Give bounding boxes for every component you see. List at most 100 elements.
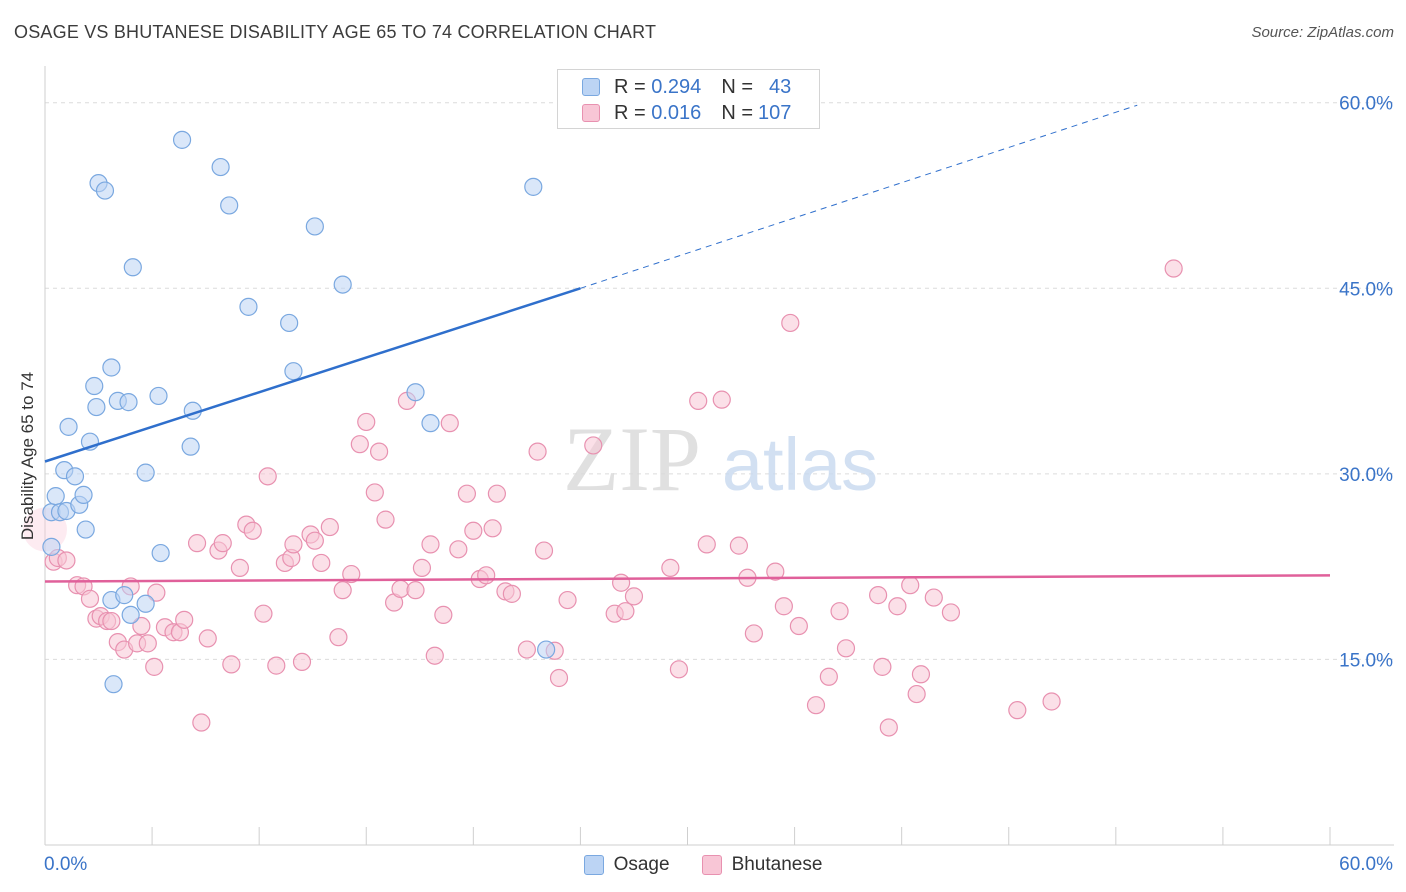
osage-n-value: 43: [769, 75, 792, 98]
bhutanese-point-69: [528, 442, 547, 461]
bhutanese-point-90: [789, 616, 808, 636]
bhutanese-point-14: [132, 616, 151, 636]
osage-point-20: [115, 586, 134, 605]
osage-point-36: [305, 217, 324, 236]
bhutanese-point-9: [102, 611, 121, 631]
bhutanese-point-17: [147, 583, 166, 602]
axes: [44, 66, 1394, 846]
bhutanese-point-2: [57, 551, 76, 570]
bhutanese-point-55: [421, 535, 440, 554]
bhutanese-point-94: [836, 639, 856, 658]
bhutanese-point-49: [376, 510, 395, 529]
bhutanese-point-97: [879, 718, 898, 737]
bhutanese-point-101: [911, 665, 931, 684]
bhutanese-point-81: [689, 391, 708, 410]
bhutanese-point-100: [907, 684, 926, 704]
bhutanese-point-44: [342, 564, 361, 584]
bhutanese-point-47: [365, 483, 384, 502]
osage-point-37: [333, 275, 352, 294]
bhutanese-point-106: [1164, 259, 1183, 278]
bhutanese-point-36: [284, 535, 303, 554]
bhutanese-point-67: [502, 584, 521, 603]
bhutanese-point-103: [941, 603, 961, 622]
osage-point-7: [65, 467, 85, 486]
osage-point-35: [284, 362, 303, 381]
osage-point-13: [87, 397, 106, 417]
bhutanese-point-76: [612, 573, 631, 592]
bhutanese-point-86: [744, 624, 763, 643]
osage-trend-line: [44, 287, 581, 463]
legend-item-osage[interactable]: Osage: [583, 854, 670, 876]
osage-point-12: [85, 376, 104, 396]
osage-point-25: [136, 463, 155, 482]
bhutanese-point-40: [312, 553, 331, 573]
bhutanese-point-82: [697, 535, 716, 554]
osage-point-27: [151, 543, 170, 563]
bhutanese-point-59: [449, 540, 468, 559]
legend-row-osage: R = 0.294 N = 43: [582, 75, 791, 99]
series-legend: Osage Bhutanese: [0, 852, 1406, 878]
bhutanese-point-105: [1042, 692, 1061, 711]
bhutanese-point-102: [924, 588, 943, 607]
bhutanese-r-label: R =: [614, 101, 646, 124]
osage-point-6: [59, 417, 78, 436]
tick-labels: 15.0% 30.0% 45.0% 60.0% 0.0% 60.0%: [44, 94, 1393, 875]
bhutanese-swatch: [582, 104, 600, 122]
bhutanese-point-79: [661, 558, 680, 577]
bhutanese-point-61: [464, 521, 483, 540]
bhutanese-point-98: [888, 597, 907, 616]
bhutanese-point-72: [549, 668, 569, 688]
legend-row-bhutanese: R = 0.016 N = 107: [582, 101, 791, 125]
legend-osage-swatch: [583, 855, 604, 875]
y-tick-label-15: 15.0%: [1339, 650, 1393, 671]
bhutanese-point-74: [584, 436, 603, 455]
bhutanese-point-39: [305, 531, 324, 550]
bhutanese-point-65: [487, 484, 506, 503]
bhutanese-point-23: [192, 713, 211, 732]
legend-item-bhutanese[interactable]: Bhutanese: [701, 854, 822, 876]
osage-point-31: [211, 157, 230, 177]
bhutanese-point-45: [350, 435, 369, 454]
y-tick-label-45: 45.0%: [1339, 279, 1393, 300]
bhutanese-point-33: [267, 656, 286, 675]
osage-point-15: [95, 181, 115, 200]
osage-swatch: [582, 78, 600, 96]
osage-point-34: [280, 313, 299, 333]
osage-point-39: [421, 414, 440, 433]
bhutanese-point-83: [712, 390, 731, 409]
osage-point-10: [76, 520, 95, 539]
osage-r-value: 0.294: [651, 75, 702, 98]
osage-r-label: R =: [614, 75, 646, 98]
bhutanese-point-88: [774, 597, 793, 616]
osage-point-28: [172, 130, 192, 149]
y-tick-label-30: 30.0%: [1339, 465, 1393, 486]
bhutanese-point-89: [781, 313, 800, 333]
bhutanese-point-31: [254, 604, 273, 623]
watermark-atlas: atlas: [722, 423, 878, 506]
bhutanese-point-41: [320, 517, 339, 537]
stats-legend: R = 0.294 N = 43 R = 0.016 N = 107: [557, 69, 820, 129]
osage-point-9: [74, 485, 93, 505]
bhutanese-point-26: [213, 534, 232, 553]
series-osage-points: [42, 130, 556, 694]
osage-point-21: [119, 393, 138, 412]
osage-point-26: [149, 386, 168, 406]
bhutanese-point-73: [558, 590, 577, 610]
trend-lines: [44, 104, 1331, 583]
bhutanese-point-32: [258, 467, 277, 486]
watermark-zip: ZIP: [563, 408, 701, 510]
bhutanese-point-42: [329, 628, 348, 647]
bhutanese-point-21: [175, 610, 194, 629]
bhutanese-point-5: [80, 589, 100, 608]
osage-point-2: [46, 487, 65, 506]
chart-title: OSAGE VS BHUTANESE DISABILITY AGE 65 TO …: [14, 22, 657, 42]
bhutanese-point-53: [406, 581, 425, 600]
osage-point-23: [123, 258, 142, 277]
bhutanese-point-27: [222, 655, 241, 674]
bhutanese-point-64: [483, 519, 502, 538]
bhutanese-point-60: [457, 484, 477, 503]
bhutanese-point-68: [517, 640, 536, 659]
osage-point-33: [239, 297, 258, 316]
bhutanese-point-104: [1008, 701, 1027, 720]
bhutanese-n-value: 107: [758, 101, 792, 124]
